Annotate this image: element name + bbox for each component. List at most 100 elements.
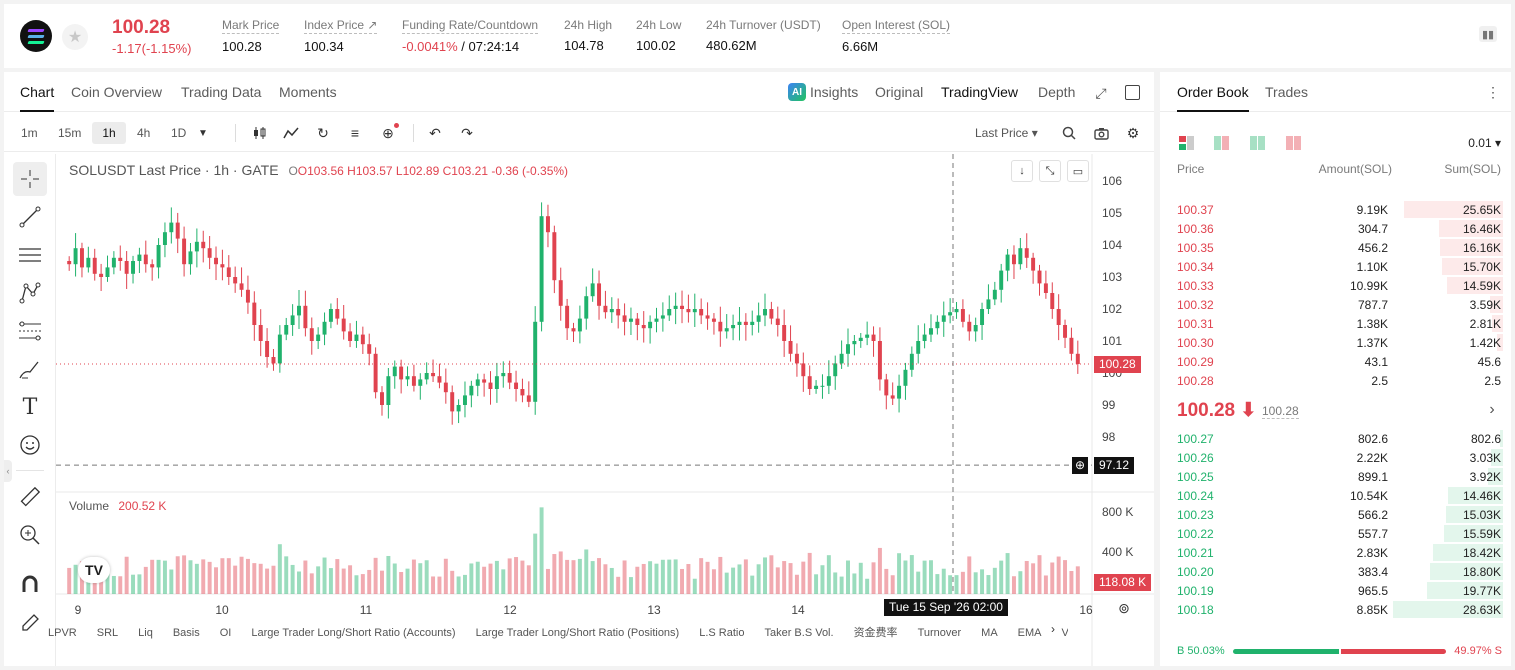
indicator-item[interactable]: SRL	[96, 627, 119, 639]
axis-settings-icon[interactable]: ⊚	[1118, 599, 1130, 616]
funding-rate-stat[interactable]: Funding Rate/Countdown -0.0041% / 07:24:…	[402, 18, 539, 54]
ask-row[interactable]: 100.28 2.5 2.5	[1160, 371, 1511, 390]
ask-row[interactable]: 100.34 1.10K 15.70K	[1160, 257, 1511, 276]
mark-price-stat[interactable]: Mark Price 100.28	[222, 18, 280, 54]
search-icon[interactable]	[1058, 122, 1080, 144]
candle-type-icon[interactable]	[249, 122, 271, 144]
indicator-item[interactable]: EMA	[1017, 627, 1042, 639]
depth-bar	[1492, 315, 1503, 332]
redo-icon[interactable]: ↷	[461, 124, 473, 141]
bid-row[interactable]: 100.21 2.83K 18.42K	[1160, 543, 1511, 562]
pattern-icon[interactable]	[13, 276, 47, 310]
precision-select[interactable]: 0.01 ▾	[1468, 136, 1501, 150]
indicator-item[interactable]: Volu	[1061, 627, 1068, 639]
bid-row[interactable]: 100.19 965.5 19.77K	[1160, 581, 1511, 600]
view-both-icon[interactable]	[1179, 136, 1195, 150]
expand-icon[interactable]: ⤢	[1095, 84, 1107, 101]
ask-row[interactable]: 100.36 304.7 16.46K	[1160, 219, 1511, 238]
crosshair-icon[interactable]	[13, 162, 47, 196]
bid-sum: 3.03K	[1469, 451, 1501, 465]
tab-order-book[interactable]: Order Book	[1177, 84, 1249, 112]
indicator-item[interactable]: Basis	[172, 627, 200, 639]
bid-row[interactable]: 100.22 557.7 15.59K	[1160, 524, 1511, 543]
pencil-lock-icon[interactable]	[13, 606, 47, 640]
ask-row[interactable]: 100.35 456.2 16.16K	[1160, 238, 1511, 257]
ruler-icon[interactable]	[13, 480, 47, 514]
bid-row[interactable]: 100.18 8.85K 28.63K	[1160, 600, 1511, 619]
tab-chart[interactable]: Chart	[20, 84, 55, 112]
interval-1d[interactable]: 1D	[171, 126, 187, 140]
view-depth[interactable]: Depth	[1038, 84, 1076, 100]
indicator-item[interactable]: 资金费率	[853, 627, 898, 639]
chevron-right-icon[interactable]: ›	[1051, 622, 1055, 636]
view-bids-icon[interactable]	[1250, 136, 1266, 150]
window-icon[interactable]	[1125, 85, 1140, 100]
indicator-item[interactable]: L.S Ratio	[699, 627, 745, 639]
indicator-item[interactable]: MA	[981, 627, 998, 639]
more-options-icon[interactable]: ⋮	[1486, 83, 1500, 100]
ask-row[interactable]: 100.33 10.99K 14.59K	[1160, 276, 1511, 295]
view-split-icon[interactable]	[1214, 136, 1230, 150]
trend-line-icon[interactable]	[13, 200, 47, 234]
book-icon[interactable]: ▮▮	[1479, 26, 1497, 42]
bid-row[interactable]: 100.27 802.6 802.6	[1160, 429, 1511, 448]
indicator-item[interactable]: OI	[219, 627, 232, 639]
tab-moments[interactable]: Moments	[279, 84, 337, 100]
interval-1h[interactable]: 1h	[92, 122, 126, 144]
indicator-item[interactable]: Large Trader Long/Short Ratio (Accounts)	[251, 627, 456, 639]
indicators-icon[interactable]	[280, 122, 302, 144]
zoom-in-icon[interactable]	[13, 518, 47, 552]
chevron-right-icon[interactable]: ›	[1489, 401, 1495, 418]
indicator-item[interactable]: LPVR	[48, 627, 77, 639]
undo-icon[interactable]: ↶	[429, 124, 441, 141]
favorite-star-icon[interactable]: ★	[62, 24, 88, 50]
indicator-item[interactable]: Turnover	[917, 627, 962, 639]
bid-row[interactable]: 100.26 2.22K 3.03K	[1160, 448, 1511, 467]
text-tool-icon[interactable]: T	[22, 394, 38, 420]
interval-dropdown-icon[interactable]: ▼	[198, 127, 208, 139]
ask-row[interactable]: 100.29 43.1 45.6	[1160, 352, 1511, 371]
indicator-item[interactable]: Taker B.S Vol.	[764, 627, 834, 639]
fib-retracement-icon[interactable]	[13, 314, 47, 348]
add-alert-icon[interactable]: ⊕	[377, 122, 399, 144]
maximize-pane-icon[interactable]: ▭	[1067, 160, 1089, 182]
add-order-icon[interactable]: ⊕	[1072, 457, 1089, 475]
collapse-toolbar-icon[interactable]: ‹	[4, 460, 12, 482]
ask-row[interactable]: 100.37 9.19K 25.65K	[1160, 200, 1511, 219]
brush-icon[interactable]	[13, 352, 47, 386]
magnet-icon[interactable]	[13, 568, 47, 602]
ask-row[interactable]: 100.30 1.37K 1.42K	[1160, 333, 1511, 352]
tab-coin-overview[interactable]: Coin Overview	[71, 84, 163, 100]
funding-countdown: / 07:24:14	[457, 39, 520, 54]
interval-15m[interactable]: 15m	[58, 126, 82, 140]
tab-trades[interactable]: Trades	[1265, 84, 1309, 100]
settings-gear-icon[interactable]: ⚙	[1126, 124, 1140, 141]
interval-4h[interactable]: 4h	[137, 126, 151, 140]
templates-icon[interactable]: ≡	[350, 125, 360, 141]
emoji-icon[interactable]	[13, 428, 47, 462]
interval-1m[interactable]: 1m	[21, 126, 38, 140]
collapse-pane-icon[interactable]: ⤡	[1039, 160, 1061, 182]
indicator-item[interactable]: Liq	[138, 627, 153, 639]
bid-row[interactable]: 100.20 383.4 18.80K	[1160, 562, 1511, 581]
view-original[interactable]: Original	[875, 84, 924, 100]
tab-trading-data[interactable]: Trading Data	[181, 84, 262, 100]
camera-icon[interactable]	[1090, 122, 1112, 144]
ask-row[interactable]: 100.31 1.38K 2.81K	[1160, 314, 1511, 333]
indicator-item[interactable]: Large Trader Long/Short Ratio (Positions…	[475, 627, 680, 639]
view-insights[interactable]: Insights	[810, 84, 859, 100]
price-type-select[interactable]: Last Price ▾	[975, 126, 1038, 140]
view-asks-icon[interactable]	[1286, 136, 1302, 150]
refresh-icon[interactable]: ↻	[317, 124, 329, 141]
index-price-stat[interactable]: Index Price ↗ 100.34	[304, 18, 378, 54]
open-interest-stat[interactable]: Open Interest (SOL) 6.66M	[842, 18, 951, 54]
download-icon[interactable]: ↓	[1011, 160, 1033, 182]
bid-row[interactable]: 100.23 566.2 15.03K	[1160, 505, 1511, 524]
view-tradingview[interactable]: TradingView	[941, 84, 1019, 100]
mid-mark-price[interactable]: 100.28	[1262, 404, 1299, 419]
bid-row[interactable]: 100.24 10.54K 14.46K	[1160, 486, 1511, 505]
ask-row[interactable]: 100.32 787.7 3.59K	[1160, 295, 1511, 314]
bid-row[interactable]: 100.25 899.1 3.92K	[1160, 467, 1511, 486]
horizontal-lines-icon[interactable]	[13, 238, 47, 272]
